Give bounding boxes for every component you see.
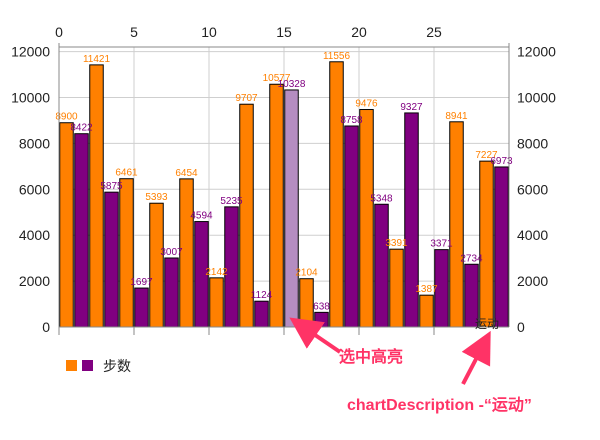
bar-orange[interactable] [60,123,74,327]
bar-purple[interactable] [165,258,179,327]
legend-swatch-orange [66,360,77,371]
data-label: 6454 [175,168,198,179]
legend-swatch-purple [82,360,93,371]
bar-purple[interactable] [75,134,89,327]
bar-orange[interactable] [390,249,404,327]
bar-highlighted[interactable] [285,90,299,327]
chart-description: 运动 [475,317,499,331]
data-label: 1697 [130,277,153,288]
data-label: 5875 [100,181,123,192]
data-label: 8941 [445,111,468,122]
y-tick-label-right: 0 [517,319,525,335]
bar-orange[interactable] [210,278,224,327]
data-label: 8422 [70,123,93,134]
data-label: 10328 [278,79,306,90]
data-label: 11421 [83,54,111,65]
bar-purple[interactable] [135,288,149,327]
bar-purple[interactable] [375,204,389,327]
x-tick-label: 5 [130,24,138,40]
y-tick-label-left: 4000 [19,227,50,243]
x-tick-label: 15 [276,24,292,40]
data-label: 3007 [160,247,183,258]
data-label: 6461 [115,168,138,179]
data-label: 9327 [400,102,423,113]
bar-orange[interactable] [300,279,314,327]
x-tick-label: 25 [426,24,442,40]
data-label: 3391 [385,238,408,249]
bar-purple[interactable] [315,312,329,327]
data-label: 5393 [145,192,168,203]
y-tick-label-left: 8000 [19,135,50,151]
data-label: 2734 [460,253,483,264]
bar-orange[interactable] [360,110,374,327]
annotation-description-label: chartDescription -“运动” [347,396,532,414]
bar-purple[interactable] [255,301,269,327]
y-tick-label-right: 2000 [517,273,548,289]
bar-purple[interactable] [105,192,119,327]
bar-orange[interactable] [420,295,434,327]
annotation-highlight-label: 选中高亮 [339,347,403,366]
data-label: 5235 [220,196,243,207]
y-tick-label-right: 8000 [517,135,548,151]
legend-label: 步数 [103,358,131,374]
y-tick-label-right: 12000 [517,44,556,60]
bar-orange[interactable] [480,161,494,327]
data-label: 638 [313,301,330,312]
y-tick-label-left: 6000 [19,181,50,197]
bar-orange[interactable] [150,203,164,327]
bar-orange[interactable] [120,179,134,327]
y-tick-label-left: 2000 [19,273,50,289]
bar-purple[interactable] [345,126,359,327]
data-label: 9707 [235,93,258,104]
bar-orange[interactable] [330,62,344,327]
data-label: 1124 [251,290,273,301]
y-tick-label-left: 12000 [11,44,50,60]
x-tick-label: 20 [351,24,367,40]
data-label: 3371 [430,239,453,250]
data-label: 1387 [415,284,438,295]
data-label: 9476 [355,99,378,110]
y-tick-label-right: 10000 [517,89,556,105]
data-label: 11556 [323,51,351,62]
y-tick-label-left: 0 [42,319,50,335]
y-tick-label-left: 10000 [11,89,50,105]
bar-purple[interactable] [495,167,509,327]
x-tick-label: 0 [55,24,63,40]
annotation-arrow-description [463,338,487,384]
data-label: 4594 [190,211,213,222]
data-label: 6973 [490,156,513,167]
data-label: 5348 [370,193,393,204]
bar-orange[interactable] [90,65,104,327]
y-tick-label-right: 6000 [517,181,548,197]
y-tick-label-right: 4000 [517,227,548,243]
data-label: 2142 [205,267,228,278]
data-label: 2104 [295,268,318,279]
data-label: 8758 [340,115,363,126]
x-tick-label: 10 [201,24,217,40]
bar-orange[interactable] [450,122,464,327]
